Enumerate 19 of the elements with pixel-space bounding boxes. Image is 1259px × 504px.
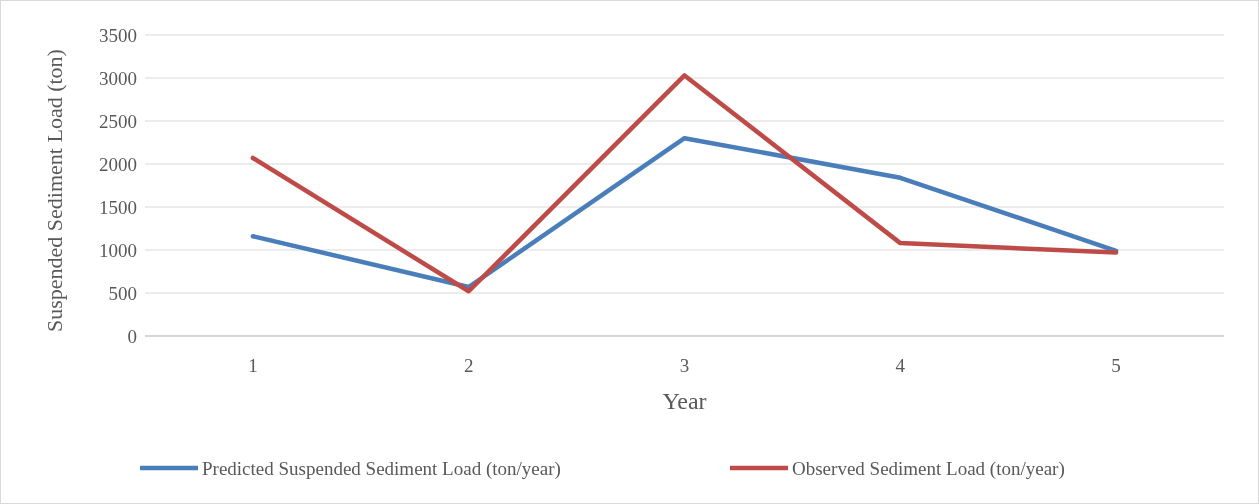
y-tick-label: 2000 [99,153,137,175]
y-tick-label: 1500 [99,196,137,218]
legend-label: Predicted Suspended Sediment Load (ton/year) [202,457,561,480]
legend-label: Observed Sediment Load (ton/year) [792,457,1065,480]
x-tick-label: 5 [1111,355,1121,376]
x-axis-title: Year [662,388,707,414]
y-tick-label: 2500 [99,110,137,132]
x-tick-label: 4 [895,355,906,376]
x-tick-label: 2 [463,355,474,376]
y-tick-label: 3500 [99,24,137,46]
y-tick-label: 1000 [99,239,137,261]
y-axis-title: Suspended Sediment Load (ton) [42,49,67,332]
y-tick-label: 3000 [99,67,137,89]
x-tick-label: 3 [679,355,690,376]
y-tick-label: 0 [127,325,137,347]
line-series [250,135,1119,290]
line-series [250,73,1119,294]
x-tick-label: 1 [248,355,258,376]
y-tick-label: 500 [108,282,137,304]
